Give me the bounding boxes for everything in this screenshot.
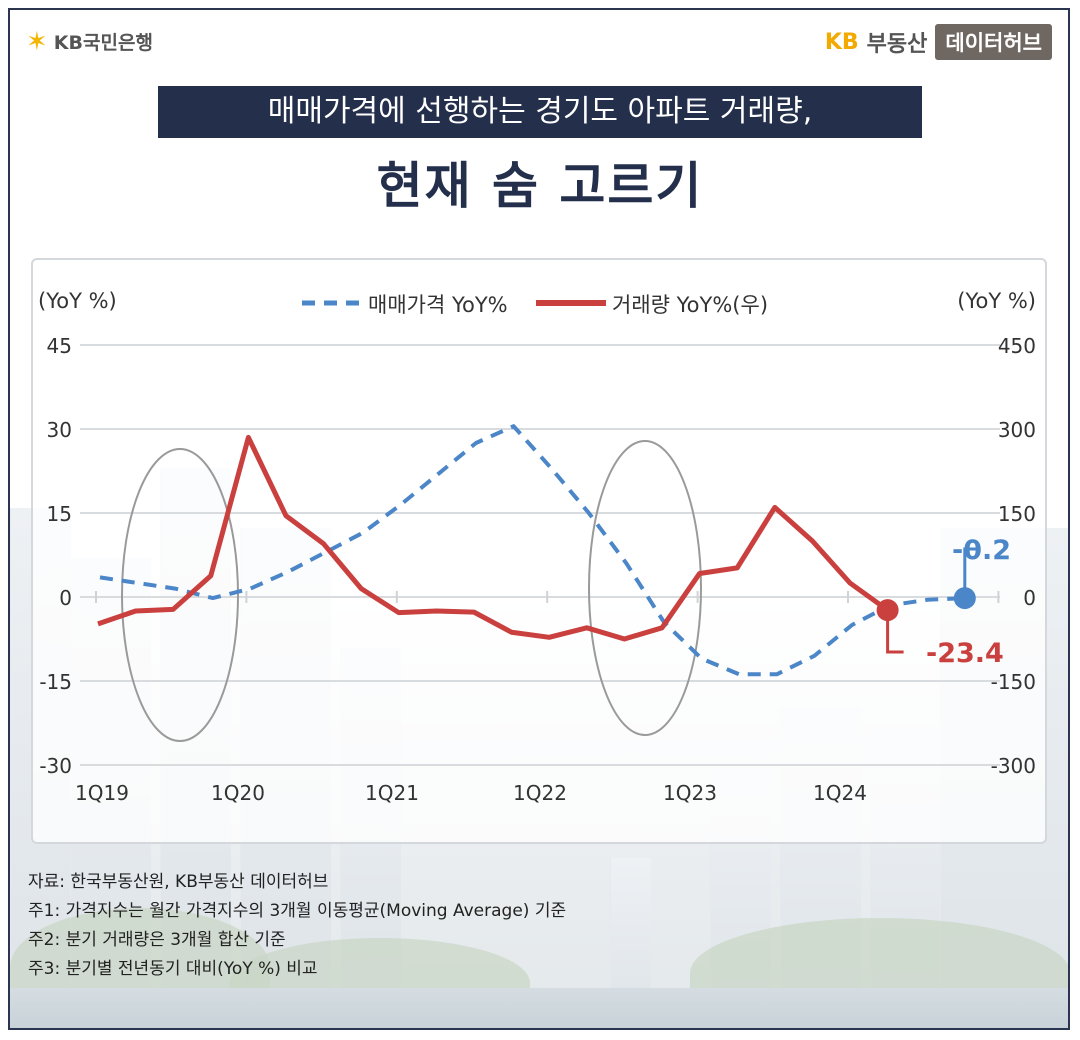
left-tick-label: 15 (47, 502, 72, 526)
datahub-badge: 데이터허브 (935, 24, 1052, 60)
right-tick-label: 450 (998, 334, 1036, 358)
left-tick-label: -30 (39, 754, 72, 778)
left-axis-label: (YoY %) (38, 289, 117, 313)
chart-container (31, 258, 1047, 844)
realestate-text: 부동산 (866, 32, 928, 57)
kb-mark: KB (824, 29, 859, 55)
x-tick-label: 1Q24 (813, 781, 867, 805)
note-line: 주2: 분기 거래량은 3개월 합산 기준 (28, 930, 286, 950)
kb-datahub-logo: KB 부동산 데이터허브 (825, 24, 1052, 60)
left-tick-label: 0 (59, 586, 72, 610)
volume-end-marker (876, 599, 899, 622)
x-tick-label: 1Q19 (75, 781, 129, 805)
x-tick-label: 1Q22 (513, 781, 567, 805)
highlight-ellipse (588, 440, 702, 736)
series-line-volume (97, 434, 890, 642)
kb-bank-logo-text: KB국민은행 (53, 32, 153, 54)
series-line-price (99, 424, 965, 677)
left-tick-label: 45 (47, 334, 72, 358)
legend-volume-label: 거래량 YoY%(우) (612, 293, 768, 317)
right-tick-label: 300 (998, 418, 1036, 442)
source-notes: 자료: 한국부동산원, KB부동산 데이터허브 주1: 가격지수는 월간 가격지… (28, 868, 566, 984)
price-callout-line (963, 547, 979, 589)
title-line-2: 현재 숨 고르기 (376, 157, 704, 215)
right-tick-label: -300 (991, 754, 1036, 778)
x-tick-label: 1Q23 (663, 781, 717, 805)
left-tick-label: 30 (47, 418, 72, 442)
right-tick-label: 0 (1023, 586, 1036, 610)
x-tick-label: 1Q21 (365, 781, 419, 805)
volume-callout-line (886, 620, 904, 654)
legend-price-label: 매매가격 YoY% (368, 293, 508, 317)
right-axis-label: (YoY %) (957, 289, 1036, 313)
price-end-marker (953, 587, 976, 610)
x-tick-label: 1Q20 (211, 781, 265, 805)
highlight-ellipse (121, 448, 239, 742)
note-line: 주1: 가격지수는 월간 가격지수의 3개월 이동평균(Moving Avera… (28, 901, 567, 921)
kb-star-icon: ✶ (26, 26, 48, 57)
left-tick-label: -15 (39, 670, 72, 694)
note-line: 주3: 분기별 전년동기 대비(YoY %) 비교 (28, 959, 318, 979)
kb-bank-logo: ✶ KB국민은행 (26, 28, 153, 55)
right-tick-label: -150 (991, 670, 1036, 694)
price-annotation: -0.2 (952, 535, 1011, 566)
volume-annotation: -23.4 (926, 638, 1004, 669)
right-tick-label: 150 (998, 502, 1036, 526)
note-line: 자료: 한국부동산원, KB부동산 데이터허브 (28, 872, 329, 892)
title-line-1: 매매가격에 선행하는 경기도 아파트 거래량, (158, 86, 922, 138)
